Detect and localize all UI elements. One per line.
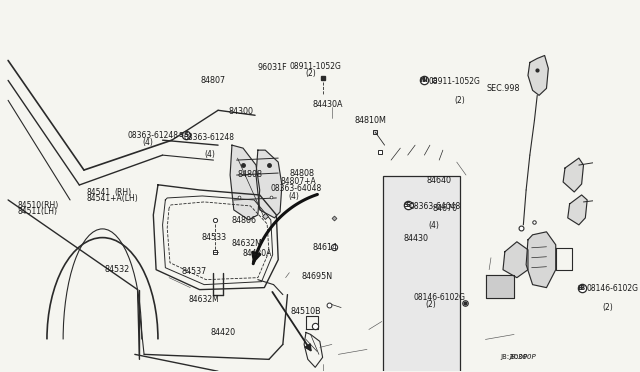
- Text: 84430: 84430: [403, 234, 428, 244]
- Text: 08146-6102G: 08146-6102G: [413, 293, 465, 302]
- Text: (RH): (RH): [115, 188, 131, 197]
- Text: (4): (4): [428, 221, 439, 230]
- Text: 08363-61248: 08363-61248: [184, 133, 235, 142]
- Text: S: S: [403, 202, 408, 208]
- Text: 84695N: 84695N: [301, 272, 333, 280]
- Polygon shape: [486, 275, 514, 298]
- Text: 84632M: 84632M: [189, 295, 220, 304]
- Text: 84808: 84808: [290, 169, 315, 177]
- Polygon shape: [528, 55, 548, 95]
- Text: 84541: 84541: [86, 188, 111, 197]
- Text: 08146-6102G: 08146-6102G: [586, 284, 638, 293]
- Text: 84806: 84806: [232, 216, 257, 225]
- Text: (4): (4): [204, 150, 215, 158]
- Text: 84640: 84640: [427, 176, 452, 185]
- Text: 84532: 84532: [104, 265, 129, 274]
- Polygon shape: [526, 232, 556, 288]
- Text: 84807+A: 84807+A: [280, 177, 316, 186]
- Text: 84510B: 84510B: [291, 307, 321, 316]
- Text: (2): (2): [602, 303, 612, 312]
- Text: 08911-1052G: 08911-1052G: [290, 62, 342, 71]
- Text: 84537: 84537: [181, 267, 207, 276]
- Text: 84300: 84300: [228, 108, 253, 116]
- Text: S: S: [405, 202, 410, 208]
- Text: 08363-64048: 08363-64048: [410, 202, 461, 211]
- FancyBboxPatch shape: [383, 176, 460, 372]
- Text: 84808: 84808: [237, 170, 262, 179]
- Text: N: N: [421, 77, 428, 83]
- Text: B: B: [577, 285, 582, 291]
- Text: 84614: 84614: [313, 243, 338, 251]
- Text: (2): (2): [426, 300, 436, 309]
- Text: (4): (4): [289, 192, 300, 201]
- Text: 84632M: 84632M: [232, 239, 262, 248]
- Text: 08363-61248: 08363-61248: [128, 131, 179, 140]
- Text: 84807: 84807: [201, 76, 226, 85]
- Polygon shape: [256, 150, 282, 218]
- Text: B: B: [579, 285, 584, 291]
- Text: 84420: 84420: [211, 328, 236, 337]
- Text: 84541+A(LH): 84541+A(LH): [86, 194, 138, 203]
- Text: (2): (2): [454, 96, 465, 105]
- Text: 84810M: 84810M: [355, 116, 387, 125]
- Polygon shape: [503, 242, 528, 278]
- Text: 84511(LH): 84511(LH): [17, 207, 57, 216]
- Text: 84510(RH): 84510(RH): [17, 201, 58, 210]
- Polygon shape: [563, 158, 584, 192]
- Polygon shape: [230, 145, 260, 220]
- Text: SEC.998: SEC.998: [486, 84, 520, 93]
- Text: (4): (4): [143, 138, 154, 147]
- Text: 08363-64048: 08363-64048: [271, 185, 322, 193]
- Text: N: N: [420, 77, 426, 83]
- Text: S: S: [183, 132, 188, 138]
- Text: J8:300P: J8:300P: [500, 354, 528, 360]
- Text: S: S: [179, 132, 184, 138]
- Text: 08911-1052G: 08911-1052G: [429, 77, 481, 86]
- Polygon shape: [568, 195, 587, 225]
- Text: 84420A: 84420A: [243, 249, 271, 258]
- Text: 84430A: 84430A: [313, 100, 343, 109]
- Text: J8:300P: J8:300P: [509, 355, 536, 360]
- Text: 84670: 84670: [433, 205, 458, 214]
- Text: 84533: 84533: [202, 232, 227, 242]
- Text: (2): (2): [305, 69, 316, 78]
- Text: 96031F: 96031F: [258, 63, 287, 72]
